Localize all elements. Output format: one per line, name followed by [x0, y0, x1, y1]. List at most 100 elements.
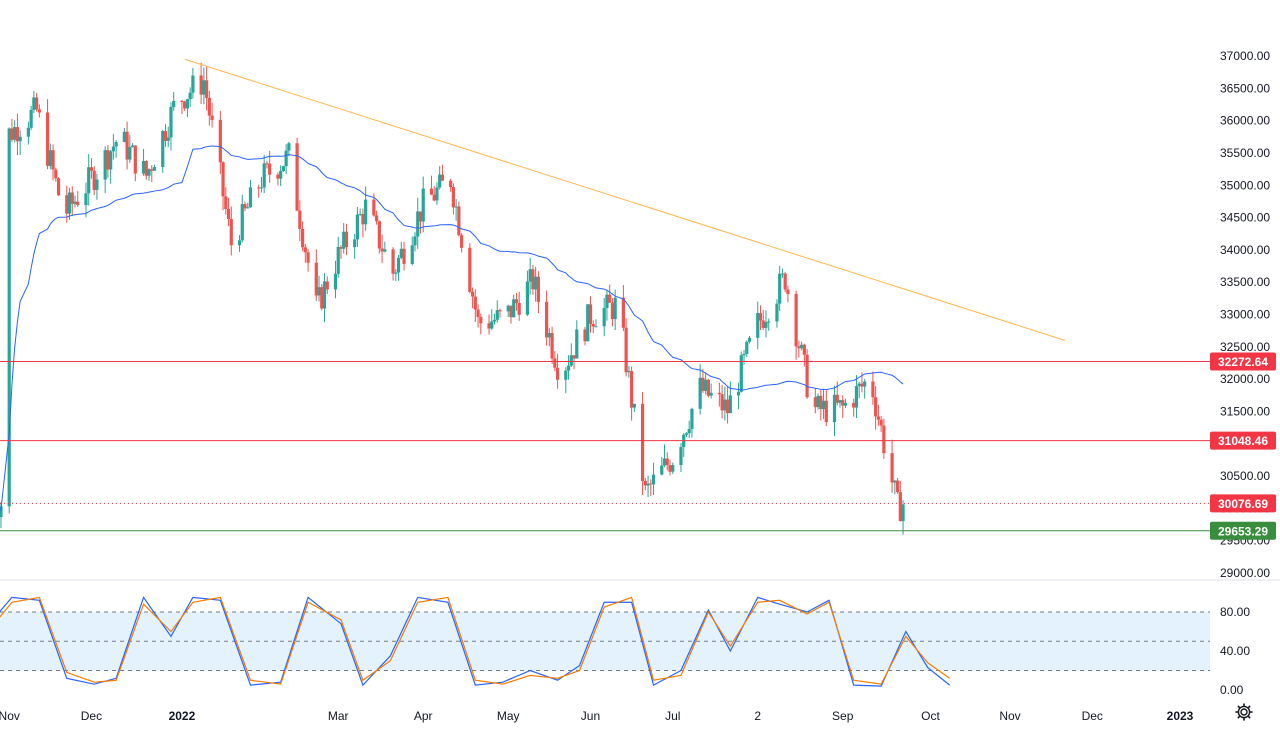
candle-down — [640, 403, 645, 481]
x-tick-label: 2023 — [1167, 709, 1194, 723]
candle-down — [89, 167, 94, 171]
candle-up — [767, 321, 771, 323]
candle-up — [671, 464, 675, 472]
candle-up — [901, 504, 905, 522]
candle-down — [37, 109, 41, 113]
candle-up — [613, 297, 617, 320]
candle-up — [569, 355, 573, 366]
candle-down — [835, 394, 839, 403]
candle-down — [429, 188, 434, 195]
candle-down — [144, 160, 148, 176]
candle-down — [498, 310, 502, 312]
candle-down — [514, 299, 519, 303]
candle-up — [26, 127, 30, 137]
candle-down — [487, 323, 491, 329]
candle-up — [756, 313, 760, 338]
candle-up — [857, 383, 861, 387]
candle-down — [720, 394, 724, 411]
candle-down — [643, 480, 647, 486]
x-tick-label: Mar — [328, 709, 349, 723]
candle-up — [736, 391, 741, 396]
candle-up — [816, 395, 820, 408]
oscillator-tick-label: 40.00 — [1220, 644, 1250, 658]
candle-up — [355, 214, 360, 240]
candle-down — [243, 204, 247, 209]
candle-down — [701, 377, 705, 391]
candle-up — [67, 192, 72, 214]
candle-down — [210, 115, 214, 120]
candle-up — [687, 429, 691, 434]
candle-up — [605, 294, 609, 309]
candle-up — [679, 447, 683, 465]
candle-down — [824, 400, 828, 423]
candle-up — [84, 193, 88, 206]
candle-up — [709, 392, 713, 396]
candle-down — [786, 289, 790, 294]
candle-down — [717, 392, 721, 395]
y-tick-label: 35000.00 — [1220, 178, 1270, 192]
candle-up — [739, 355, 743, 392]
candle-down — [163, 131, 168, 141]
y-tick-label: 37000.00 — [1220, 49, 1270, 63]
candle-down — [610, 302, 615, 320]
candle-up — [747, 337, 752, 342]
candle-down — [797, 346, 801, 349]
candle-up — [723, 399, 727, 411]
y-tick-label: 34000.00 — [1220, 243, 1270, 257]
candle-up — [778, 273, 782, 304]
candle-down — [377, 221, 381, 249]
y-tick-label: 34500.00 — [1220, 211, 1270, 225]
candle-up — [161, 131, 165, 168]
candle-up — [764, 321, 768, 328]
candle-up — [358, 214, 362, 216]
settings-button[interactable] — [1232, 700, 1256, 724]
candle-down — [56, 178, 61, 196]
y-tick-label: 33000.00 — [1220, 308, 1270, 322]
candle-up — [745, 341, 749, 354]
candle-up — [838, 400, 842, 403]
moving-average-line — [0, 145, 904, 511]
candle-up — [262, 163, 266, 188]
y-tick-label: 36000.00 — [1220, 114, 1270, 128]
candle-down — [375, 215, 379, 222]
oscillator-line-k — [0, 596, 951, 687]
candle-up — [87, 167, 91, 194]
candle-down — [372, 199, 376, 216]
candle-down — [10, 128, 14, 140]
candle-down — [468, 247, 472, 292]
trendline[interactable] — [184, 58, 1065, 341]
candle-down — [226, 209, 231, 219]
candle-down — [207, 97, 211, 116]
oscillator-tick-label: 80.00 — [1220, 605, 1250, 619]
candle-up — [317, 287, 321, 296]
candle-up — [586, 304, 590, 342]
candle-down — [65, 195, 69, 214]
candle-up — [632, 403, 636, 408]
candle-down — [706, 379, 710, 396]
y-tick-label: 36500.00 — [1220, 81, 1270, 95]
candle-down — [218, 119, 222, 163]
candle-down — [380, 248, 384, 252]
candle-up — [342, 231, 346, 249]
candle-up — [863, 381, 867, 387]
candle-down — [761, 320, 765, 328]
candle-down — [229, 218, 233, 246]
candle-down — [509, 305, 513, 318]
candle-down — [70, 192, 74, 204]
candle-down — [92, 170, 96, 190]
candle-down — [15, 127, 20, 142]
candle-down — [418, 211, 423, 222]
candle-up — [128, 147, 132, 160]
candle-down — [882, 425, 886, 454]
candle-up — [821, 400, 826, 410]
candle-up — [602, 308, 606, 327]
candle-down — [473, 296, 477, 310]
candle-down — [608, 294, 612, 303]
candle-up — [95, 179, 99, 190]
candle-down — [890, 453, 894, 483]
candle-down — [630, 371, 634, 408]
candle-down — [802, 344, 806, 355]
